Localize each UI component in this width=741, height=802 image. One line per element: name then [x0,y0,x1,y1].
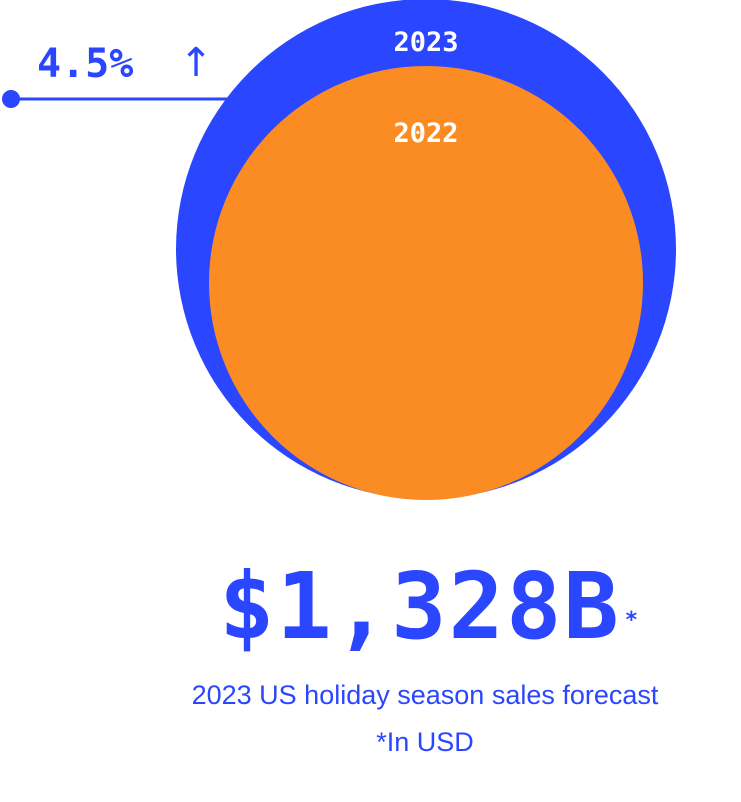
sales-forecast-amount: $1,328B [219,553,621,660]
bubble-chart: 2023 2022 4.5% ↑ [2,0,676,500]
growth-up-arrow-icon: ↑ [179,40,213,86]
sales-forecast-value: $1,328B * [0,552,741,662]
currency-footnote: *In USD [376,727,474,757]
footnote-marker: * [624,608,640,633]
bubble-label-2023: 2023 [393,27,458,58]
bubble-label-2022: 2022 [393,118,458,149]
forecast-description: 2023 US holiday season sales forecast [191,680,659,710]
growth-connector-dot [2,90,20,108]
growth-percentage: 4.5% [37,41,133,87]
bubble-2022 [209,66,643,500]
